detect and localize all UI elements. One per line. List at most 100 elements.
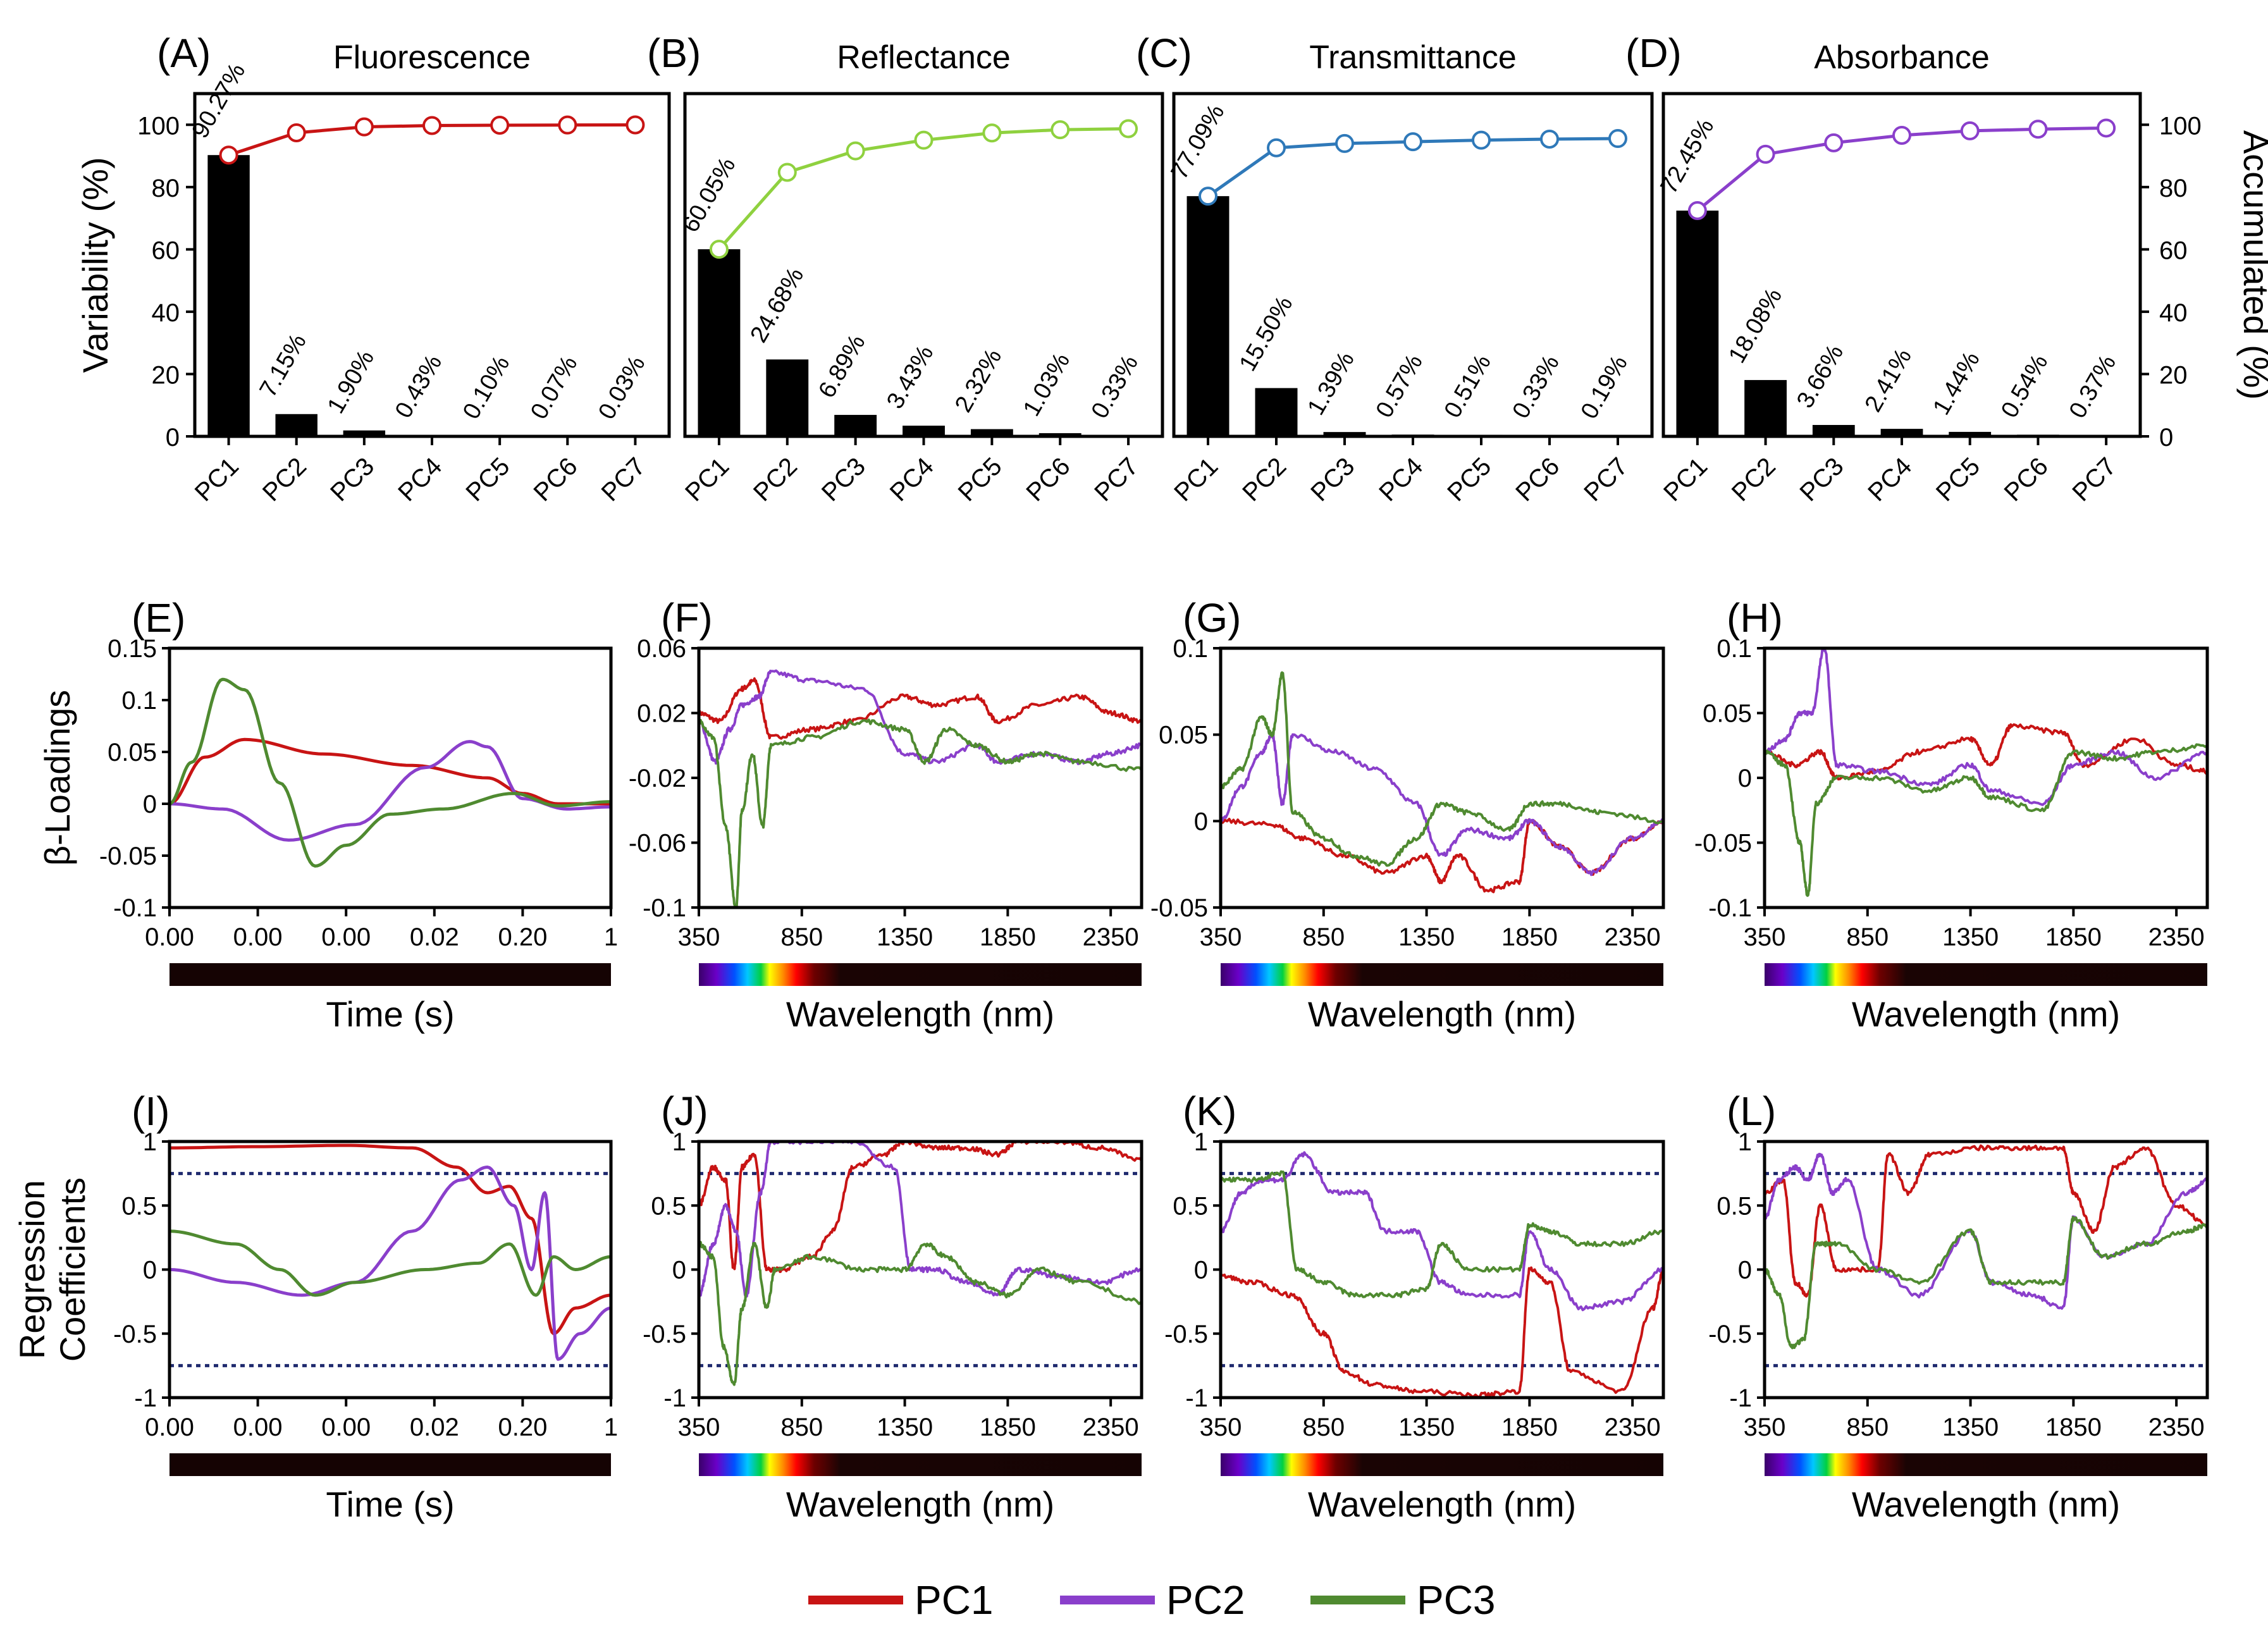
accumulated-point [1687, 201, 1707, 221]
category-label: PC3 [1305, 452, 1360, 507]
percent-label: 1.44% [1928, 347, 1985, 419]
series-pc3 [698, 1241, 1143, 1386]
percent-label: 15.50% [1235, 292, 1298, 376]
category-label: PC5 [1931, 452, 1985, 507]
y2-tick-label: 20 [2159, 361, 2188, 389]
bar-pc3 [1812, 424, 1855, 436]
y2-tick-label: 60 [2159, 237, 2188, 264]
category-label: PC1 [680, 452, 734, 507]
panel-letter: (A) [157, 30, 211, 76]
panel-letter: (K) [1183, 1088, 1236, 1134]
series-pc1 [1763, 723, 2209, 781]
panel-frame [1219, 1140, 1665, 1400]
panel-letter: (H) [1727, 595, 1783, 641]
bar-pc2 [275, 414, 317, 436]
series-pc2 [698, 669, 1143, 765]
panel-letter: (L) [1727, 1088, 1776, 1134]
category-label: PC5 [1442, 452, 1496, 507]
series-pc1 [698, 1140, 1143, 1273]
legend-label: PC3 [1417, 1577, 1496, 1623]
series-pc3 [1219, 671, 1664, 867]
x-tick-label: 0.02 [410, 1413, 459, 1441]
category-label: PC6 [529, 452, 583, 507]
accumulated-point [219, 145, 238, 165]
percent-label: 72.45% [1656, 114, 1720, 199]
x-tick-label: 350 [678, 1413, 720, 1441]
x-tick-label: 1850 [2045, 923, 2102, 951]
bar-pc2 [766, 359, 809, 436]
x-tick-label: 0.02 [410, 923, 459, 951]
x-tick-label: 2350 [1083, 923, 1139, 951]
percent-label: 0.07% [526, 352, 582, 424]
bar-pc2 [1744, 379, 1787, 436]
panel-frame [1219, 646, 1665, 909]
bar-pc6 [1038, 433, 1082, 436]
x-axis-label: Wavelength (nm) [1308, 994, 1576, 1034]
x-tick-label: 1350 [1942, 1413, 1999, 1441]
bar-pc1 [207, 155, 250, 436]
category-label: PC1 [190, 452, 244, 507]
y-tick-label: -1 [134, 1384, 157, 1412]
accumulated-point [1335, 133, 1354, 153]
scree-panel-d: 72.45% 18.08%3.66% 2.41% 1.44% 0.54% 0.37% PC1… [1625, 30, 2268, 507]
x-axis-label: Wavelength (nm) [1308, 1484, 1576, 1524]
bar-pc5 [1949, 431, 1992, 436]
panel-frame [168, 646, 613, 909]
y-tick-label: 1 [672, 1128, 686, 1156]
y-tick-label: -0.5 [1708, 1320, 1752, 1348]
x-tick-label: 850 [1302, 923, 1345, 951]
x-tick-label: 1350 [1398, 923, 1455, 951]
percent-label: 0.03% [593, 352, 650, 424]
x-tick-label: 350 [1744, 1413, 1786, 1441]
x-tick-label: 0.00 [321, 923, 371, 951]
category-label: PC7 [1089, 452, 1143, 507]
category-label: PC1 [1169, 452, 1223, 507]
x-tick-label: 1350 [877, 923, 933, 951]
series-pc2 [169, 1166, 612, 1361]
panel-letter: (C) [1136, 30, 1192, 76]
y-tick-label: 0 [672, 1257, 686, 1284]
y-tick-label: 0.1 [1173, 635, 1208, 663]
y2-tick-label: 0 [2159, 424, 2173, 452]
percent-label: 0.37% [2064, 350, 2121, 422]
x-tick-label: 1850 [1501, 923, 1558, 951]
time-bar [169, 963, 611, 986]
x-tick-label: 350 [1200, 1413, 1242, 1441]
series-pc2 [1219, 732, 1665, 877]
y-tick-label: -0.05 [1150, 894, 1208, 922]
category-label: PC7 [596, 452, 651, 507]
percent-label: 60.05% [677, 153, 741, 237]
y-tick-label: 0.02 [637, 700, 686, 728]
y-tick-label: -0.1 [113, 894, 157, 922]
percent-label: 2.32% [950, 345, 1007, 417]
category-label: PC4 [393, 452, 447, 507]
bar-pc1 [1676, 211, 1719, 436]
x-axis-label: Wavelength (nm) [786, 994, 1054, 1034]
bar-pc1 [698, 249, 741, 436]
y-tick-label: 0.05 [1703, 700, 1752, 728]
percent-label: 1.03% [1018, 348, 1075, 421]
accumulated-point [1199, 187, 1217, 206]
y-tick-label: 100 [137, 112, 180, 140]
spectrum-bar [1765, 1453, 2207, 1476]
category-label: PC6 [1999, 452, 2054, 507]
panel-title: Transmittance [1309, 39, 1517, 76]
y-tick-label: -1 [1185, 1384, 1208, 1412]
x-axis-label: Wavelength (nm) [786, 1484, 1054, 1524]
spectrum-bar [1221, 1453, 1663, 1476]
y-tick-label: 0.5 [121, 1192, 157, 1220]
bar-pc3 [1323, 432, 1366, 436]
percent-label: 0.33% [1087, 351, 1143, 423]
x-tick-label: 1 [604, 923, 618, 951]
percent-label: 0.51% [1439, 350, 1496, 422]
y-tick-label: -0.06 [629, 830, 686, 858]
y2-tick-label: 100 [2159, 112, 2202, 140]
scree-panel-c: 77.09% 15.50%1.39% 0.57% 0.51% 0.33% 0.19% PC1… [1136, 30, 1654, 507]
percent-label: 0.19% [1576, 351, 1633, 423]
percent-label: 6.89% [813, 330, 870, 402]
x-tick-label: 0.00 [321, 1413, 371, 1441]
accumulated-point [1960, 121, 1980, 140]
